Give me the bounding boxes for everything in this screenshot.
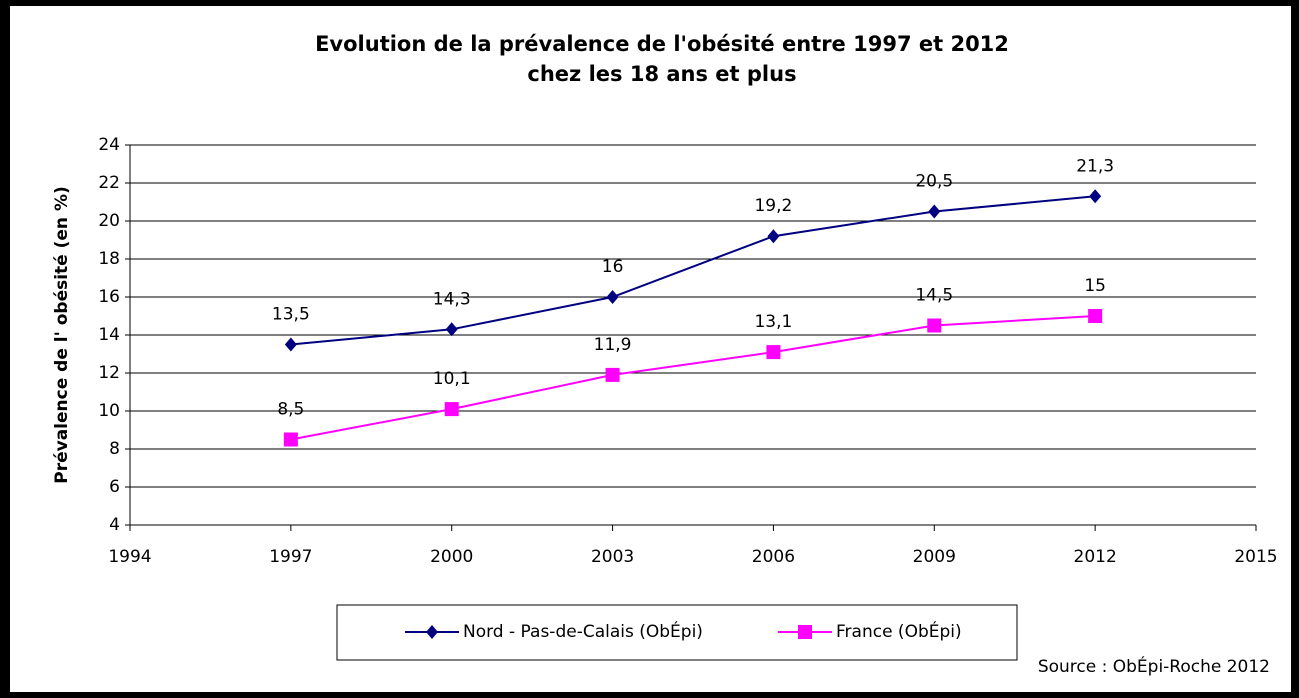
data-label: 13,5 (272, 305, 310, 325)
data-point (767, 229, 780, 244)
data-label: 15 (1084, 276, 1106, 296)
data-point (284, 337, 297, 352)
x-tick-label: 2006 (752, 547, 795, 567)
chart-title: Evolution de la prévalence de l'obésité … (315, 32, 1009, 56)
y-tick-label: 16 (98, 287, 120, 307)
data-point (283, 432, 298, 447)
y-tick-label: 18 (98, 249, 120, 269)
data-label: 16 (602, 257, 624, 277)
data-point (444, 402, 459, 417)
y-tick-label: 6 (109, 477, 120, 497)
legend-marker (426, 625, 438, 639)
data-point (445, 322, 458, 337)
y-tick-label: 22 (98, 173, 120, 193)
data-label: 14,5 (915, 286, 953, 306)
data-label: 10,1 (433, 369, 471, 389)
data-label: 14,3 (433, 289, 471, 309)
y-tick-label: 24 (98, 135, 120, 155)
data-point (1089, 189, 1102, 204)
x-tick-label: 2003 (591, 547, 634, 567)
series-line (290, 195, 1096, 346)
data-point (605, 367, 620, 382)
data-point (1088, 309, 1103, 323)
y-tick-label: 12 (98, 363, 120, 383)
legend-label: Nord - Pas-de-Calais (ObÉpi) (463, 620, 703, 642)
x-tick-label: 2015 (1234, 547, 1277, 567)
data-point (606, 290, 619, 304)
legend-label: France (ObÉpi) (836, 620, 962, 642)
chart-subtitle: chez les 18 ans et plus (527, 62, 796, 86)
y-tick-label: 10 (98, 401, 120, 421)
data-point (927, 318, 942, 333)
data-label: 13,1 (754, 312, 792, 332)
data-label: 8,5 (277, 400, 304, 420)
x-tick-label: 2009 (913, 547, 956, 567)
legend-marker (798, 625, 812, 639)
data-point (928, 204, 941, 219)
y-tick-label: 8 (109, 439, 120, 459)
y-axis-title: Prévalence de l' obésité (en %) (52, 186, 72, 484)
x-tick-label: 2000 (430, 547, 473, 567)
data-label: 20,5 (915, 172, 953, 192)
y-tick-label: 4 (109, 515, 120, 535)
x-tick-label: 1994 (108, 547, 151, 567)
series-line (290, 315, 1096, 441)
y-tick-label: 14 (98, 325, 120, 345)
x-tick-label: 2012 (1074, 547, 1117, 567)
data-label: 11,9 (594, 335, 632, 355)
data-label: 21,3 (1076, 156, 1114, 176)
x-tick-label: 1997 (269, 547, 312, 567)
data-label: 19,2 (754, 196, 792, 216)
chart-background (10, 6, 1291, 692)
source-note: Source : ObÉpi-Roche 2012 (1038, 655, 1270, 677)
data-point (766, 345, 781, 360)
y-tick-label: 20 (98, 211, 120, 231)
